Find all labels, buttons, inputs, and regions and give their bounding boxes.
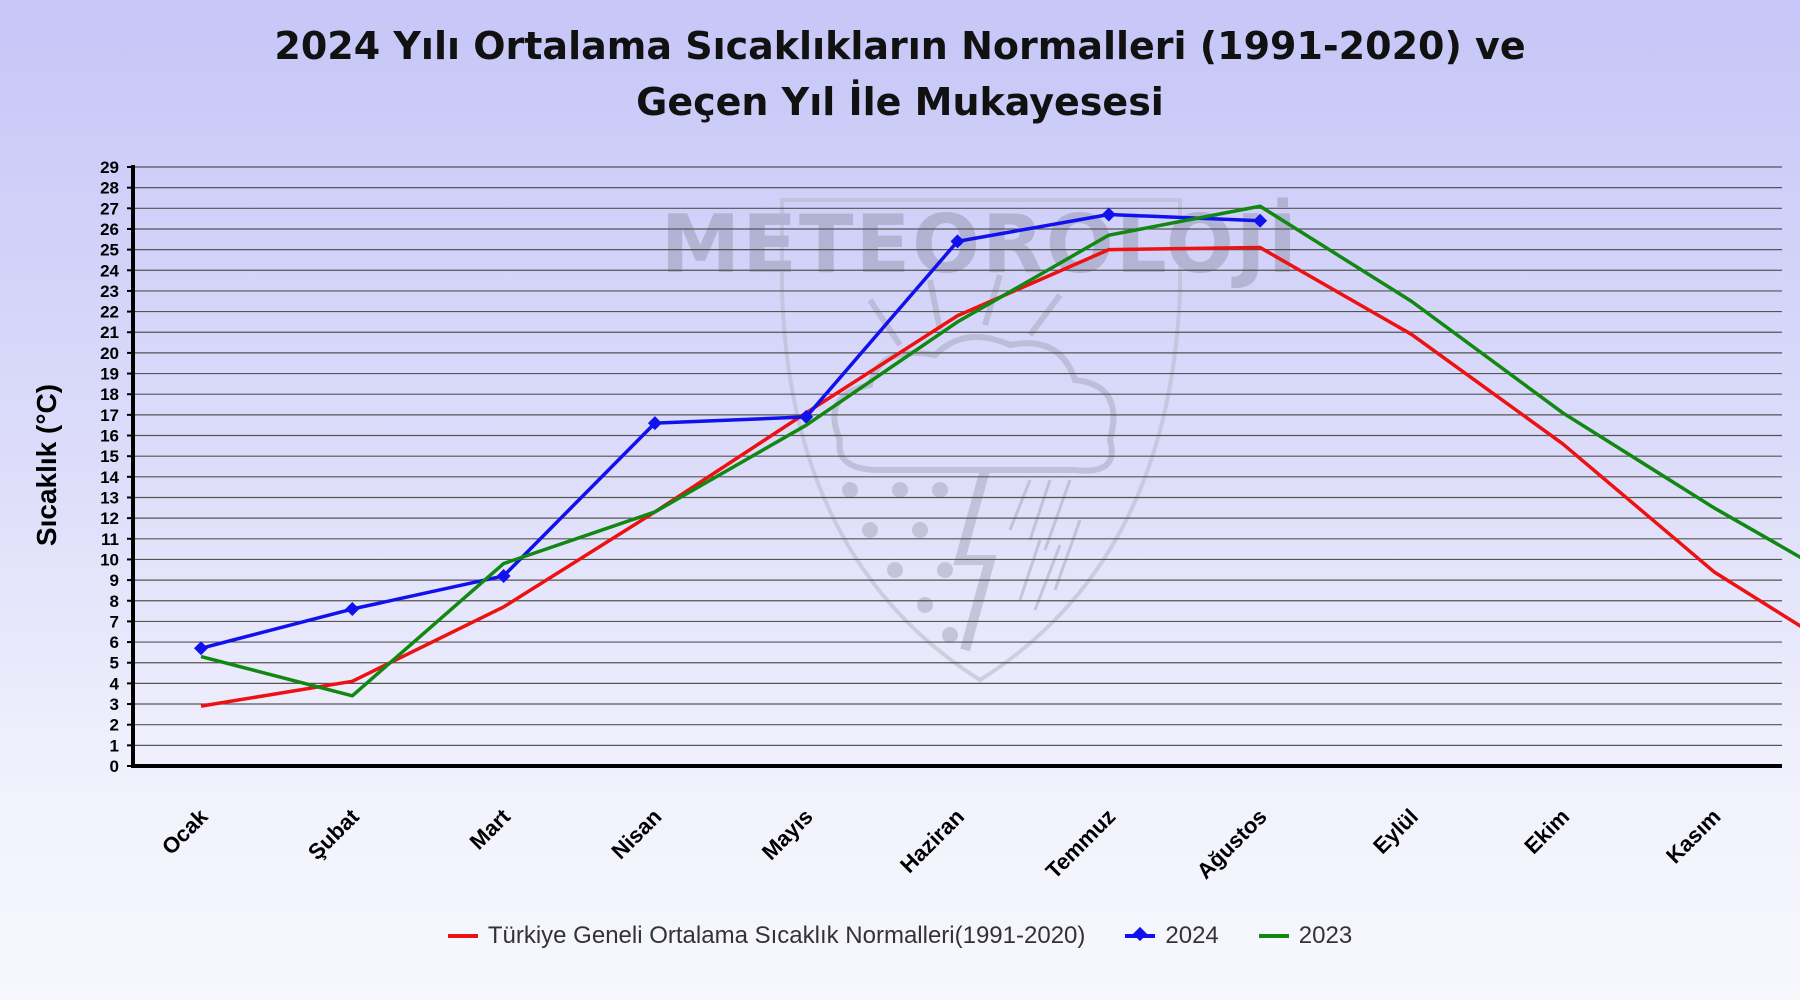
- legend-label: 2023: [1298, 922, 1353, 949]
- series-line-0: [200, 245, 1800, 708]
- y-tick-label: 9: [110, 571, 119, 590]
- y-tick-label: 15: [100, 447, 119, 466]
- meteoroloji-watermark: METEOROLOJİ: [661, 197, 1300, 683]
- y-tick-labels: 0123456789101112131415161718192021222324…: [100, 158, 133, 776]
- y-tick-label: 17: [100, 406, 119, 425]
- y-tick-label: 1: [110, 736, 119, 755]
- data-point-marker: [1101, 207, 1116, 222]
- y-tick-label: 4: [110, 674, 120, 693]
- x-tick-label: Kasım: [1661, 804, 1725, 868]
- y-tick-label: 20: [100, 344, 119, 363]
- y-tick-label: 11: [101, 530, 119, 549]
- y-tick-label: 10: [100, 550, 119, 569]
- x-tick-label: Ekim: [1519, 804, 1574, 859]
- data-point-marker: [496, 568, 511, 583]
- legend: Türkiye Geneli Ortalama Sıcaklık Normall…: [0, 922, 1800, 950]
- y-tick-label: 25: [100, 241, 119, 260]
- y-tick-label: 18: [100, 385, 119, 404]
- weather-cloud-lightning-icon: [831, 274, 1117, 652]
- y-tick-label: 13: [100, 488, 119, 507]
- legend-swatch: [1125, 926, 1156, 942]
- data-point-marker: [194, 641, 208, 656]
- legend-marker: [1133, 926, 1148, 942]
- chart-title-line-1: 2024 Yılı Ortalama Sıcaklıkların Normall…: [274, 24, 1526, 68]
- y-tick-label: 22: [100, 303, 119, 322]
- y-tick-label: 5: [110, 654, 119, 673]
- y-tick-label: 24: [100, 261, 119, 280]
- y-tick-label: 0: [110, 757, 119, 776]
- data-point-marker: [799, 409, 814, 424]
- data-point-marker: [1253, 213, 1268, 228]
- legend-label: 2024: [1165, 922, 1219, 949]
- legend-swatch: [447, 934, 478, 938]
- y-tick-label: 14: [100, 468, 119, 487]
- y-tick-label: 6: [110, 633, 119, 652]
- y-tick-label: 29: [100, 158, 119, 177]
- x-tick-label: Temmuz: [1041, 804, 1121, 884]
- legend-item: 2023: [1258, 922, 1353, 950]
- x-tick-label: Şubat: [303, 803, 364, 864]
- x-tick-label: Mayıs: [757, 804, 818, 865]
- y-tick-label: 12: [100, 509, 119, 528]
- x-tick-label: Eylül: [1368, 804, 1423, 859]
- y-tick-label: 26: [100, 220, 119, 239]
- y-tick-label: 8: [110, 592, 119, 611]
- y-tick-label: 21: [100, 323, 119, 342]
- legend-item: Türkiye Geneli Ortalama Sıcaklık Normall…: [447, 922, 1086, 950]
- x-tick-label: Ağustos: [1192, 804, 1272, 884]
- x-tick-label: Haziran: [895, 804, 969, 878]
- data-point-marker: [950, 234, 965, 249]
- series-line-2: [200, 204, 1800, 698]
- y-tick-label: 3: [110, 695, 119, 714]
- legend-swatch: [1258, 934, 1289, 938]
- x-tick-label: Ocak: [157, 803, 213, 859]
- chart-title-line-2: Geçen Yıl İle Mukayesesi: [636, 80, 1164, 124]
- y-tick-label: 19: [100, 365, 119, 384]
- watermark-shield: [780, 198, 1182, 683]
- y-tick-label: 16: [100, 427, 119, 446]
- axes: [131, 165, 1782, 768]
- series-lines: [194, 204, 1800, 708]
- y-tick-label: 28: [100, 179, 119, 198]
- legend-label: Türkiye Geneli Ortalama Sıcaklık Normall…: [487, 922, 1086, 949]
- y-tick-label: 23: [100, 282, 119, 301]
- chart-title: 2024 Yılı Ortalama Sıcaklıkların Normall…: [0, 18, 1800, 130]
- data-point-marker: [647, 416, 662, 431]
- grid-lines: [133, 166, 1782, 746]
- watermark-text: METEOROLOJİ: [661, 197, 1300, 291]
- y-tick-label: 2: [110, 716, 119, 735]
- x-tick-label: Mart: [465, 803, 516, 854]
- series-line-1: [200, 212, 1261, 650]
- data-point-marker: [345, 602, 360, 617]
- x-tick-label: Nisan: [606, 804, 666, 864]
- y-tick-label: 7: [110, 612, 119, 631]
- legend-item: 2024: [1125, 922, 1219, 950]
- x-tick-labels: Ocak Şubat Mart Nisan Mayıs Haziran Temmuz Ağus…: [157, 803, 1726, 884]
- y-tick-label: 27: [100, 199, 119, 218]
